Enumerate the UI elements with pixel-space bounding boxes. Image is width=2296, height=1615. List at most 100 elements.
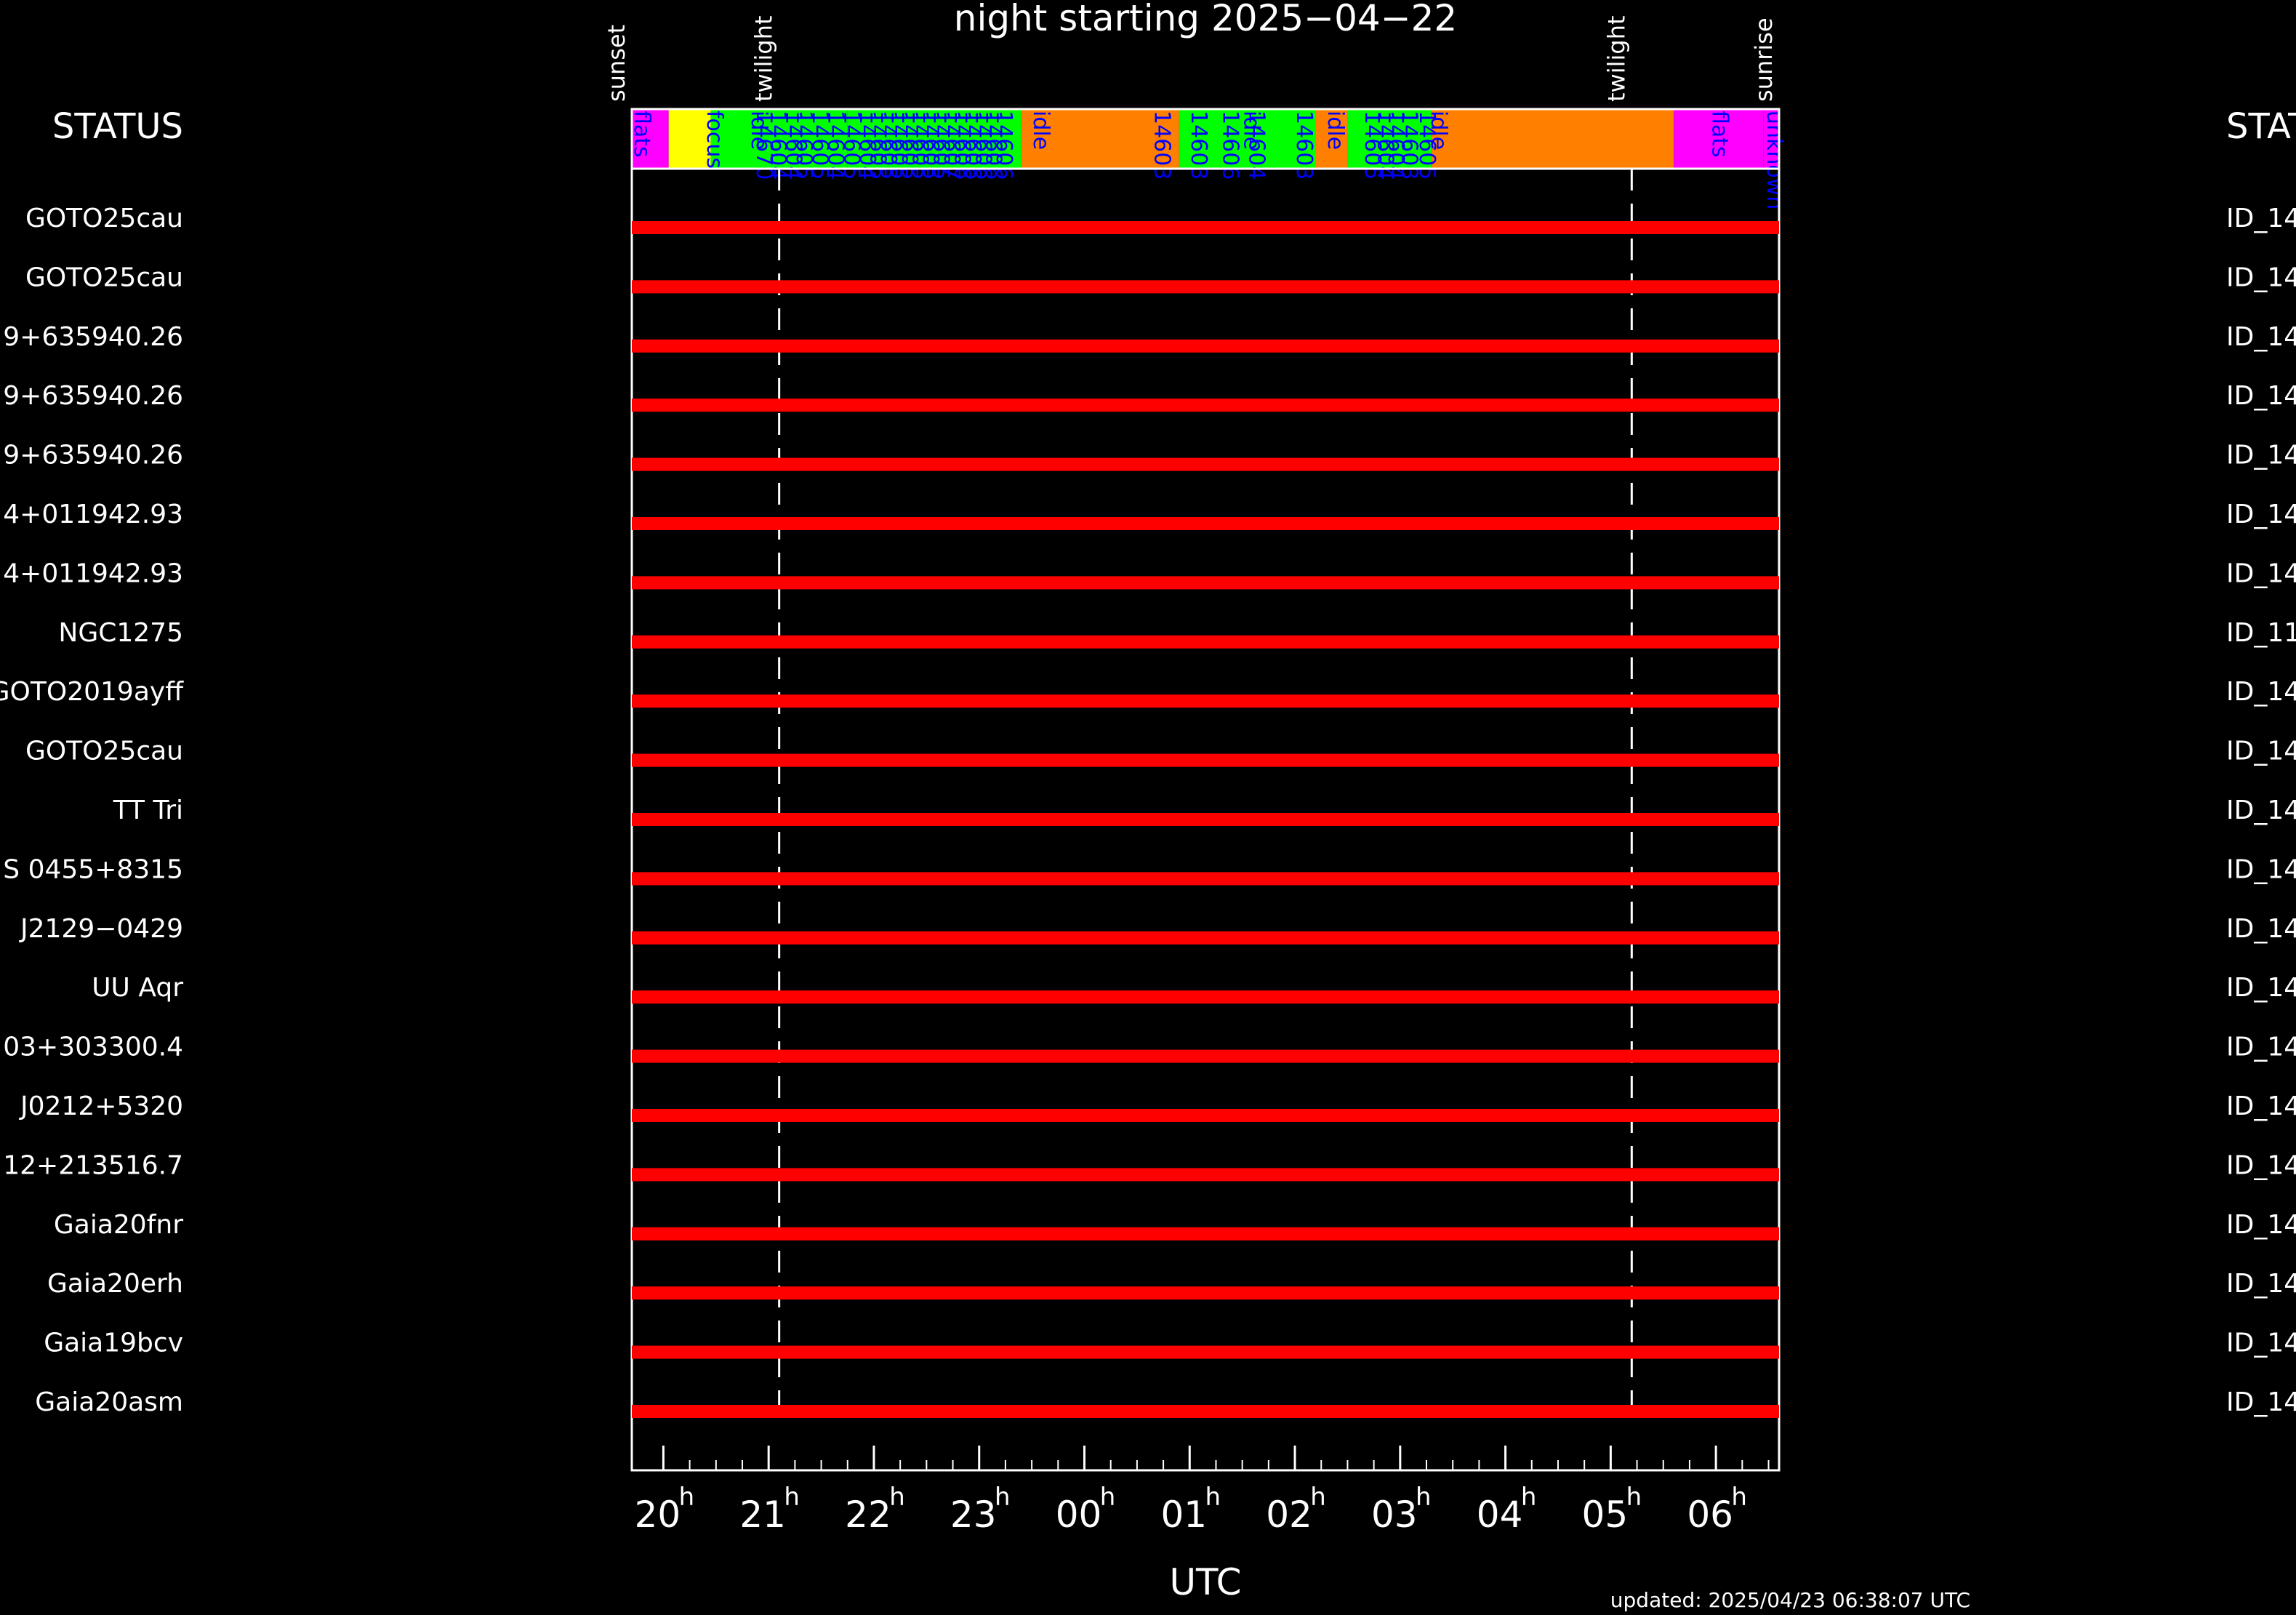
row-bar — [632, 694, 1779, 708]
row-target-id: ID_14 — [2226, 1210, 2296, 1240]
row-target-id: ID_14 — [2226, 1033, 2296, 1062]
x-tick-label: 21 — [739, 1494, 786, 1536]
row-bar — [632, 1168, 1779, 1182]
row-bar — [632, 280, 1779, 294]
row-target-id: ID_14 — [2226, 1150, 2296, 1180]
x-tick-label: 22 — [845, 1494, 891, 1536]
status-segment-unknown — [1763, 109, 1779, 169]
row-target-id: ID_14 — [2226, 500, 2296, 529]
status-segment-observing — [1347, 109, 1432, 169]
x-tick-hour-suffix: h — [1731, 1483, 1747, 1512]
row-target-id: ID_14 — [2226, 263, 2296, 292]
status-label: flats — [1707, 111, 1733, 158]
row-bar — [632, 1405, 1779, 1418]
row-target-id: ID_14 — [2226, 381, 2296, 411]
x-tick-hour-suffix: h — [679, 1483, 695, 1512]
status-label: unknown — [1762, 111, 1787, 209]
status-label: idle — [1322, 111, 1348, 150]
status-segment-observing — [1179, 109, 1317, 169]
row-target-name: NGC1275 — [58, 618, 183, 648]
x-tick-hour-suffix: h — [1416, 1483, 1432, 1512]
sun-event-label: twilight — [750, 15, 778, 102]
row-target-name: Gaia19bcv — [44, 1329, 183, 1358]
row-target-name: 9+635940.26 — [3, 381, 183, 411]
x-tick-label: 01 — [1160, 1494, 1207, 1536]
row-bar — [632, 990, 1779, 1004]
x-tick-label: 23 — [950, 1494, 997, 1536]
x-tick-hour-suffix: h — [1205, 1483, 1221, 1512]
status-segment-observing — [710, 109, 848, 169]
row-bar — [632, 1227, 1779, 1241]
status-segment-idle — [1316, 109, 1348, 169]
row-target-name: J0212+5320 — [19, 1091, 183, 1121]
x-tick-label: 04 — [1477, 1494, 1523, 1536]
row-target-name: S 0455+8315 — [3, 854, 183, 884]
row-target-name: GOTO25cau — [25, 204, 183, 233]
status-segment-idle — [1021, 109, 1179, 169]
status-segment-idle — [1432, 109, 1674, 169]
x-axis: 20h 21h 22h 23h 00h 01h 02h 03h 04h 05h 06h — [635, 1446, 1770, 1536]
status-segment-flats — [632, 109, 669, 169]
x-tick-hour-suffix: h — [1310, 1483, 1326, 1512]
row-target-id: ID_14 — [2226, 1329, 2296, 1358]
row-bar — [632, 872, 1779, 886]
sun-event-label: sunrise — [1750, 17, 1778, 102]
x-tick-hour-suffix: h — [1626, 1483, 1642, 1512]
row-target-name: 9+635940.26 — [3, 441, 183, 470]
row-bar — [632, 813, 1779, 826]
target-rows: GOTO25cau ID_14 GOTO25cau ID_14 9+635940.26 I… — [0, 167, 2296, 1472]
row-target-name: Gaia20erh — [47, 1269, 183, 1299]
row-bar — [632, 931, 1779, 945]
status-label: idle — [746, 111, 771, 150]
x-tick-hour-suffix: h — [1100, 1483, 1116, 1512]
x-tick-label: 20 — [635, 1494, 681, 1536]
row-bar — [632, 1345, 1779, 1359]
row-target-name: 9+635940.26 — [3, 322, 183, 352]
row-target-name: GOTO25cau — [25, 737, 183, 766]
row-bar — [632, 221, 1779, 234]
status-strip: flats focus idle14670146041460414605146051… — [629, 108, 1787, 209]
row-bar — [632, 1109, 1779, 1122]
row-target-id: ID_14 — [2226, 558, 2296, 588]
row-target-id: ID_11 — [2226, 618, 2296, 648]
row-bar — [632, 576, 1779, 590]
updated-timestamp: updated: 2025/04/23 06:38:07 UTC — [1610, 1588, 1970, 1612]
status-label: focus — [702, 111, 727, 169]
row-bar — [632, 1286, 1779, 1300]
row-target-id: ID_14 — [2226, 1387, 2296, 1417]
row-target-name: 4+011942.93 — [3, 558, 183, 588]
status-label: flats — [629, 111, 654, 158]
x-tick-hour-suffix: h — [1521, 1483, 1537, 1512]
row-target-name: Gaia20fnr — [54, 1210, 183, 1240]
status-segment-flats — [1674, 109, 1764, 169]
x-tick-label: 06 — [1687, 1494, 1733, 1536]
row-target-name: J2129−0429 — [19, 914, 183, 944]
row-target-name: GOTO2019ayff — [0, 677, 184, 707]
row-target-id: ID_14 — [2226, 204, 2296, 233]
status-label: idle — [1238, 111, 1264, 150]
status-segment-focus — [668, 109, 711, 169]
sun-event-label: twilight — [1602, 15, 1630, 102]
x-tick-hour-suffix: h — [889, 1483, 905, 1512]
row-target-id: ID_14 — [2226, 441, 2296, 470]
row-target-name: TT Tri — [113, 796, 183, 825]
chart-title: night starting 2025−04−22 — [954, 0, 1457, 39]
row-target-name: 03+303300.4 — [3, 1033, 183, 1062]
sun-events: sunset twilight twilight sunrise — [603, 15, 1778, 1422]
row-bar — [632, 398, 1779, 412]
row-bar — [632, 339, 1779, 353]
x-tick-label: 05 — [1582, 1494, 1629, 1536]
row-target-id: ID_14 — [2226, 854, 2296, 884]
x-tick-label: 03 — [1371, 1494, 1418, 1536]
x-tick-label: 00 — [1056, 1494, 1102, 1536]
status-label: idle — [1426, 111, 1451, 150]
x-axis-label: UTC — [1169, 1561, 1241, 1603]
row-target-id: ID_14 — [2226, 322, 2296, 352]
sun-event-label: sunset — [603, 25, 630, 102]
row-target-id: ID_14 — [2226, 1091, 2296, 1121]
row-target-name: Gaia20asm — [35, 1387, 183, 1417]
status-label-right: STAT — [2226, 106, 2296, 147]
x-tick-label: 02 — [1266, 1494, 1312, 1536]
